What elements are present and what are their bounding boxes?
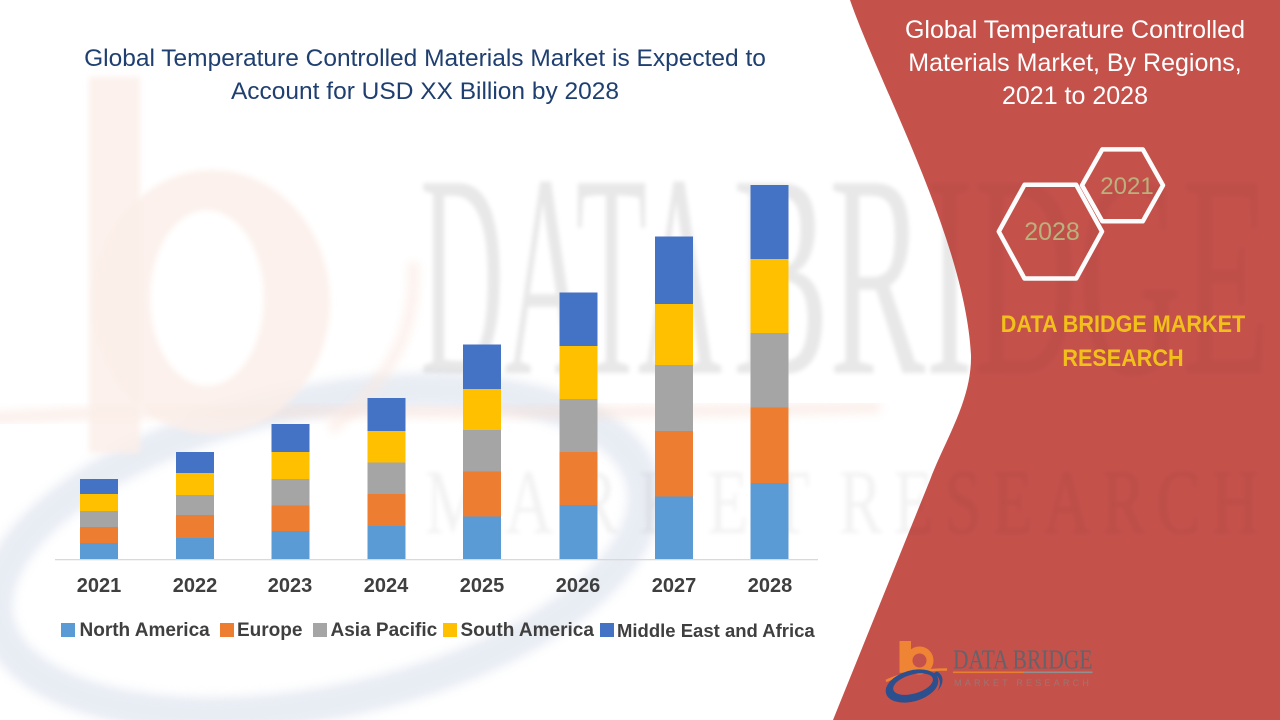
- svg-text:MARKET RESEARCH: MARKET RESEARCH: [954, 678, 1092, 689]
- svg-text:DATA BRIDGE: DATA BRIDGE: [953, 645, 1093, 675]
